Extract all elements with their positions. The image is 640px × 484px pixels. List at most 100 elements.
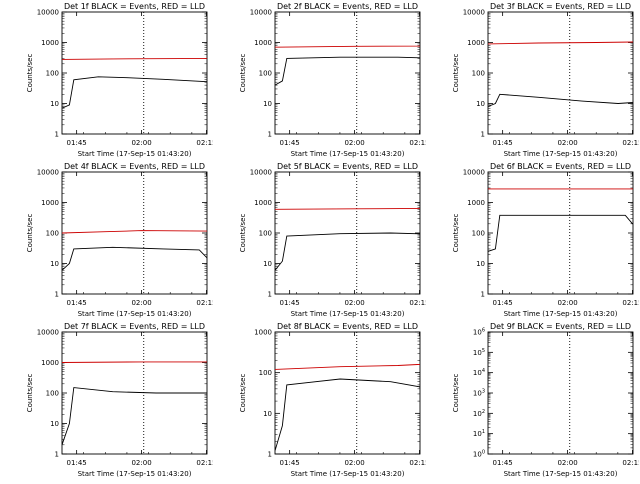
- y-tick-label: 100: [46, 70, 59, 78]
- series-group: [62, 230, 207, 271]
- lld-series-line: [275, 45, 420, 48]
- y-tick-label: 100: [259, 230, 272, 238]
- y-tick-label: 10: [476, 260, 485, 268]
- y-axis-label: Counts/sec: [239, 374, 247, 413]
- y-tick-label: 10: [263, 260, 272, 268]
- plot-title: Det 5f BLACK = Events, RED = LLD: [277, 162, 418, 171]
- events-series-line: [275, 56, 420, 86]
- y-axis-label: Counts/sec: [452, 54, 460, 93]
- events-series-line: [275, 232, 420, 271]
- x-tick-label: 02:15: [622, 459, 639, 467]
- plot-svg: Det 5f BLACK = Events, RED = LLD Counts/s…: [239, 162, 640, 318]
- lld-series-line: [62, 57, 207, 60]
- x-tick-label: 02:15: [196, 299, 213, 307]
- lld-series-line: [62, 361, 207, 363]
- plot-title: Det 1f BLACK = Events, RED = LLD: [64, 2, 205, 11]
- plot-frame: [274, 171, 421, 295]
- x-tick-label: 02:00: [557, 139, 577, 147]
- x-tick-label: 01:45: [493, 459, 513, 467]
- plot-title: Det 7f BLACK = Events, RED = LLD: [64, 322, 205, 331]
- series-group: [488, 188, 633, 252]
- x-tick-label: 02:15: [196, 139, 213, 147]
- detector-plot-8: Det 8f BLACK = Events, RED = LLD Counts/s…: [213, 320, 640, 480]
- lld-series-line: [488, 41, 633, 45]
- x-tick-label: 01:45: [67, 139, 87, 147]
- series-group: [275, 45, 420, 86]
- x-axis-label: Start Time (17-Sep-15 01:43:20): [291, 150, 405, 158]
- plot-svg: Det 4f BLACK = Events, RED = LLD Counts/s…: [26, 162, 489, 318]
- y-tick-label: 10: [476, 100, 485, 108]
- y-tick-exponent: 6: [482, 328, 485, 334]
- detector-plot-4: Det 4f BLACK = Events, RED = LLD Counts/s…: [0, 160, 489, 320]
- plot-frame: [487, 11, 634, 135]
- y-tick-label: 100: [472, 230, 485, 238]
- x-axis-label: Start Time (17-Sep-15 01:43:20): [504, 470, 618, 478]
- x-tick-label: 02:15: [409, 139, 426, 147]
- y-tick-label: 103: [473, 389, 485, 398]
- lld-series-line: [275, 207, 420, 210]
- series-group: [488, 41, 633, 107]
- series-group: [62, 57, 207, 109]
- y-tick-label: 1000: [467, 39, 485, 47]
- plot-title: Det 2f BLACK = Events, RED = LLD: [277, 2, 418, 11]
- y-tick-label: 105: [473, 348, 485, 357]
- y-tick-label: 106: [473, 328, 485, 337]
- y-tick-label: 1000: [254, 39, 272, 47]
- y-tick-label: 1: [55, 131, 59, 139]
- detector-plot-1: Det 1f BLACK = Events, RED = LLD Counts/s…: [0, 0, 489, 160]
- y-tick-label: 10000: [37, 169, 59, 177]
- detector-plot-9: Det 9f BLACK = Events, RED = LLD Counts/s…: [426, 320, 640, 480]
- plot-svg: Det 6f BLACK = Events, RED = LLD Counts/s…: [452, 162, 640, 318]
- y-tick-label: 1: [55, 451, 59, 459]
- y-tick-exponent: 4: [482, 368, 485, 374]
- y-tick-label: 10000: [250, 169, 272, 177]
- x-tick-label: 02:15: [409, 299, 426, 307]
- events-series-line: [62, 387, 207, 445]
- y-axis-label: Counts/sec: [239, 214, 247, 253]
- plot-title: Det 6f BLACK = Events, RED = LLD: [490, 162, 631, 171]
- y-tick-label: 102: [473, 409, 485, 418]
- plot-frame: [61, 171, 208, 295]
- x-tick-label: 02:00: [131, 459, 151, 467]
- y-tick-label: 1000: [254, 199, 272, 207]
- x-axis-label: Start Time (17-Sep-15 01:43:20): [504, 310, 618, 318]
- y-tick-label: 10: [50, 420, 59, 428]
- events-series-line: [488, 93, 633, 107]
- detector-plot-2: Det 2f BLACK = Events, RED = LLD Counts/s…: [213, 0, 640, 160]
- y-tick-label: 10000: [463, 169, 485, 177]
- y-tick-label: 100: [46, 390, 59, 398]
- lld-series-line: [62, 230, 207, 234]
- y-tick-label: 10: [50, 100, 59, 108]
- x-axis-label: Start Time (17-Sep-15 01:43:20): [291, 470, 405, 478]
- y-tick-label: 10000: [37, 9, 59, 17]
- x-axis-label: Start Time (17-Sep-15 01:43:20): [78, 150, 192, 158]
- events-series-line: [488, 214, 633, 252]
- x-tick-label: 02:00: [131, 139, 151, 147]
- plot-title: Det 3f BLACK = Events, RED = LLD: [490, 2, 631, 11]
- y-axis-label: Counts/sec: [452, 374, 460, 413]
- lld-series-line: [275, 363, 420, 370]
- y-tick-label: 1: [268, 451, 272, 459]
- x-tick-label: 01:45: [280, 299, 300, 307]
- plot-title: Det 4f BLACK = Events, RED = LLD: [64, 162, 205, 171]
- x-tick-label: 02:00: [557, 299, 577, 307]
- y-axis-label: Counts/sec: [239, 54, 247, 93]
- series-group: [275, 207, 420, 271]
- y-tick-label: 1000: [41, 359, 59, 367]
- y-tick-exponent: 3: [482, 389, 485, 395]
- plot-title: Det 8f BLACK = Events, RED = LLD: [277, 322, 418, 331]
- x-tick-label: 02:15: [196, 459, 213, 467]
- y-tick-label: 100: [46, 230, 59, 238]
- y-tick-label: 100: [472, 70, 485, 78]
- y-tick-exponent: 1: [482, 429, 485, 435]
- plot-frame: [487, 331, 634, 455]
- events-series-line: [62, 76, 207, 109]
- plot-svg: Det 9f BLACK = Events, RED = LLD Counts/s…: [452, 322, 640, 478]
- y-tick-label: 1: [268, 291, 272, 299]
- y-axis-label: Counts/sec: [26, 214, 34, 253]
- events-series-line: [62, 246, 207, 271]
- x-tick-label: 01:45: [493, 299, 513, 307]
- x-tick-label: 02:00: [131, 299, 151, 307]
- x-tick-label: 02:15: [409, 459, 426, 467]
